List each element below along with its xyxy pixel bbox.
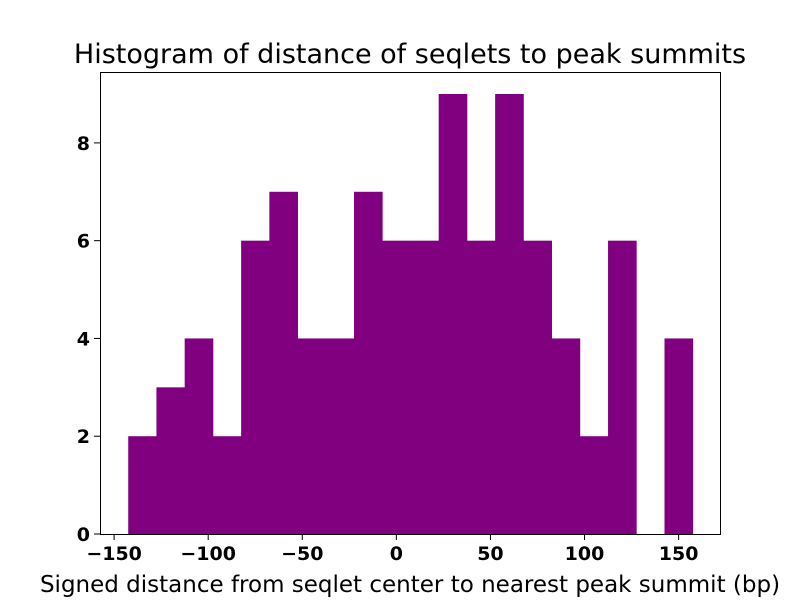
histogram-bars	[128, 94, 694, 534]
y-tick-label: 0	[77, 524, 90, 546]
histogram-bar-8	[354, 191, 383, 534]
y-tick-label: 2	[77, 426, 90, 448]
histogram-bar-5	[269, 191, 298, 534]
histogram-bar-14	[523, 240, 552, 534]
x-tick-label: −150	[86, 543, 142, 565]
histogram-bar-17	[608, 240, 637, 534]
x-tick-label: −100	[180, 543, 236, 565]
histogram-bar-1	[156, 387, 186, 534]
x-axis-ticks: −150 −100 −50 0 50 100 150	[86, 534, 698, 565]
histogram-bar-16	[579, 436, 609, 534]
histogram-bar-3	[212, 436, 242, 534]
histogram-bar-2	[184, 338, 214, 534]
histogram-bar-13	[495, 94, 524, 534]
histogram-bar-0	[128, 436, 157, 534]
y-tick-label: 8	[77, 133, 90, 155]
y-tick-label: 4	[77, 328, 90, 350]
histogram-bar-7	[325, 338, 355, 534]
histogram-bar-9	[382, 240, 411, 534]
histogram-bar-6	[297, 338, 327, 534]
y-tick-label: 6	[77, 231, 90, 253]
x-axis-label: Signed distance from seqlet center to ne…	[40, 572, 780, 598]
histogram-bar-19	[664, 338, 694, 534]
x-tick-label: 150	[659, 543, 699, 565]
x-tick-label: 0	[390, 543, 403, 565]
y-axis-ticks: 0 2 4 6 8	[77, 133, 100, 546]
x-tick-label: −50	[281, 543, 323, 565]
x-tick-label: 100	[565, 543, 605, 565]
x-tick-label: 50	[477, 543, 503, 565]
histogram-bar-12	[466, 240, 496, 534]
chart-title: Histogram of distance of seqlets to peak…	[74, 39, 746, 70]
histogram-bar-11	[438, 94, 468, 534]
plot-frame	[100, 72, 721, 535]
histogram-bar-4	[241, 240, 270, 534]
histogram-bar-15	[551, 338, 581, 534]
histogram-bar-10	[410, 240, 440, 534]
